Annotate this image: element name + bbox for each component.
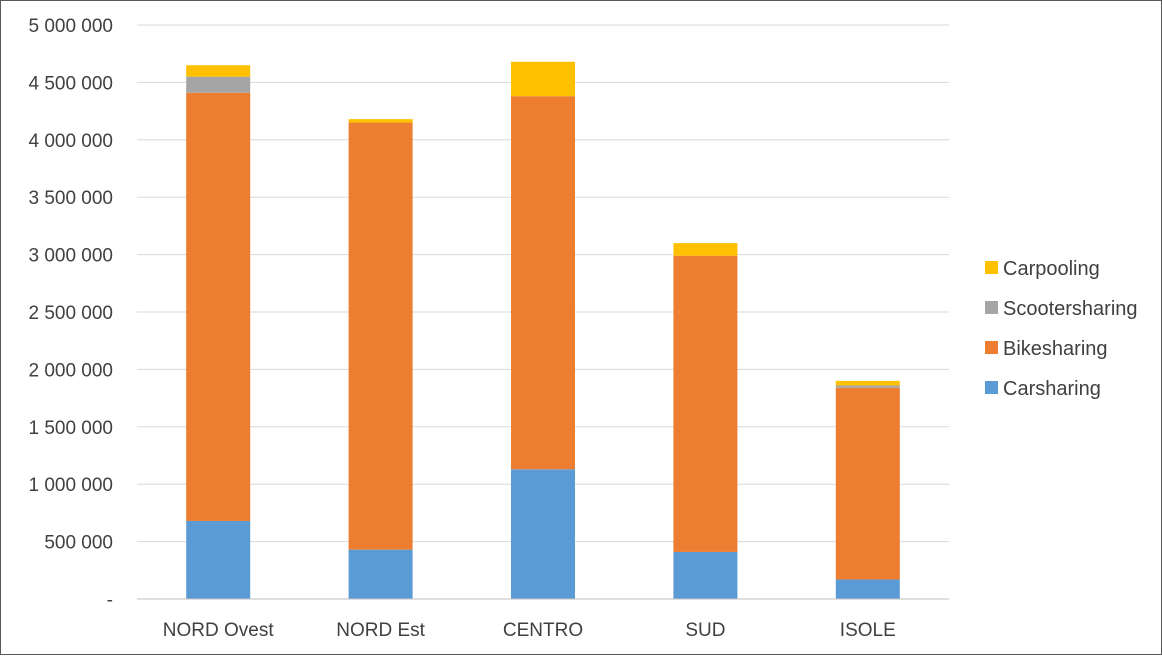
x-category-label: NORD Est [336, 620, 425, 641]
bar-segment-carsharing [673, 551, 738, 599]
y-tick-label: 2 500 000 [28, 303, 113, 324]
y-tick-label: 1 000 000 [28, 475, 113, 496]
y-tick-label: 2 000 000 [28, 360, 113, 381]
x-category-label: SUD [685, 620, 725, 641]
x-category-label: CENTRO [503, 620, 583, 641]
bar-segment-carsharing [511, 469, 575, 599]
bar-segment-carpooling [511, 61, 575, 97]
y-tick-label: 3 500 000 [28, 188, 113, 209]
legend-swatch-carsharing [985, 381, 998, 394]
y-tick-label: 3 000 000 [28, 246, 113, 267]
bar-segment-carpooling [348, 119, 413, 123]
y-tick-label: 4 000 000 [28, 131, 113, 152]
bar-segment-bikesharing [511, 96, 575, 470]
legend-label-carsharing: Carsharing [1003, 378, 1101, 400]
legend-label-carpooling: Carpooling [1003, 258, 1100, 280]
bar-segment-bikesharing [186, 92, 251, 521]
bar-segment-bikesharing [673, 255, 738, 552]
bar-segment-carpooling [835, 380, 900, 386]
legend-label-bikesharing: Bikesharing [1003, 338, 1108, 360]
bars [186, 61, 900, 599]
y-tick-label: 5 000 000 [28, 16, 113, 37]
bar-segment-carpooling [673, 243, 738, 256]
bar-segment-scootersharing [835, 385, 900, 388]
legend-label-scootersharing: Scootersharing [1003, 298, 1138, 320]
bar-segment-carsharing [835, 579, 900, 599]
x-category-label: ISOLE [840, 620, 896, 641]
legend-swatch-carpooling [985, 261, 998, 274]
legend-swatch-bikesharing [985, 341, 998, 354]
y-tick-label: 500 000 [44, 533, 113, 554]
bar-segment-carsharing [348, 549, 413, 599]
bar-segment-carpooling [186, 65, 251, 77]
y-tick-label: 1 500 000 [28, 418, 113, 439]
x-axis-category-labels: NORD Ovest NORD Est CENTRO SUD ISOLE [163, 620, 896, 641]
x-category-label: NORD Ovest [163, 620, 275, 641]
legend-swatch-scootersharing [985, 301, 998, 314]
y-tick-label: 4 500 000 [28, 73, 113, 94]
legend: Carpooling Scootersharing Bikesharing Carsh… [985, 258, 1138, 400]
bar-segment-bikesharing [348, 122, 413, 550]
y-axis-tick-labels: - 500 000 1 000 000 1 500 000 2 000 000 2 500… [28, 16, 113, 611]
bar-segment-carsharing [186, 520, 251, 599]
bar-segment-scootersharing [186, 76, 251, 93]
bar-segment-bikesharing [835, 387, 900, 580]
y-tick-label: - [107, 590, 113, 611]
